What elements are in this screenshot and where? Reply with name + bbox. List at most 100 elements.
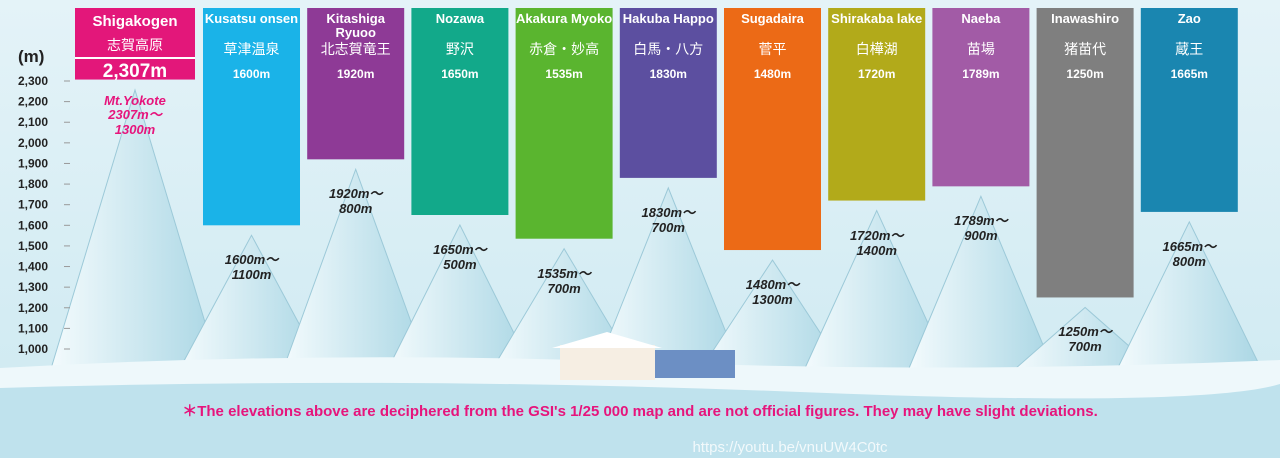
bar	[1036, 8, 1134, 298]
category-label: Nozawa	[435, 11, 485, 26]
category-label: Inawashiro	[1051, 11, 1120, 26]
range-line: 1650m～	[433, 242, 487, 257]
bar-stripe	[75, 57, 195, 59]
y-tick-label: 2,000	[18, 136, 48, 150]
range-label: 1250m～ 700m	[1027, 325, 1144, 355]
range-label: 1920m～ 800m	[297, 186, 414, 217]
category-label: Shigakogen	[92, 13, 178, 30]
category-label-ja: 赤倉・妙高	[529, 41, 600, 57]
bar	[515, 8, 613, 239]
range-line: 1480m～	[745, 277, 800, 293]
category-label: Shirakaba lake	[831, 11, 923, 26]
value-label: 1789m	[962, 67, 1000, 81]
bar	[932, 8, 1030, 187]
category-label-ja: 北志賀竜王	[320, 41, 391, 57]
category-label-ja: 蔵王	[1175, 41, 1204, 57]
category-label-ja: 草津温泉	[223, 41, 280, 57]
y-tick-label: 1,200	[18, 301, 48, 315]
category-label: Kitashiga Ryuoo	[326, 11, 385, 40]
y-tick-label: 1,500	[18, 239, 48, 253]
range-label: Mt.Yokote 2307m～ 1300m	[65, 92, 205, 139]
y-tick-label: 1,400	[18, 260, 48, 274]
value-label: 1830m	[649, 67, 687, 81]
range-line: 700m	[651, 219, 685, 235]
house-roof	[552, 332, 662, 348]
category-label: Naeba	[961, 11, 1001, 26]
watermark: https://youtu.be/vnuUW4C0tc	[692, 439, 888, 456]
range-line: 900m	[964, 228, 998, 244]
range-label: 1789m～ 900m	[922, 213, 1039, 244]
range-line: 1300m	[114, 122, 156, 138]
house	[560, 345, 655, 380]
y-tick-label: 1,900	[18, 156, 48, 170]
bar	[203, 8, 300, 226]
range-label: 1480m～ 1300m	[714, 277, 831, 308]
range-line: 1920m～	[328, 186, 383, 202]
range-line: 1720m～	[849, 227, 904, 243]
bar	[828, 8, 926, 201]
y-tick-label: 1,300	[18, 280, 48, 294]
range-line: 800m	[1172, 253, 1206, 269]
range-label: 1720m～ 1400m	[818, 227, 935, 259]
range-line: 500m	[443, 256, 477, 272]
y-tick-label: 1,600	[18, 218, 48, 232]
range-label: 1600m～ 1100m	[193, 252, 310, 283]
range-line: 1100m	[231, 267, 272, 283]
category-label: Sugadaira	[741, 11, 804, 26]
value-label: 1600m	[232, 67, 271, 81]
y-tick-label: 2,300	[18, 74, 48, 88]
category-label-ja: 志賀高原	[107, 37, 163, 53]
category-label: Kusatsu onsen	[204, 11, 299, 26]
range-label: 1535m～ 700m	[506, 265, 623, 297]
range-line: 1400m	[856, 242, 897, 258]
category-label-ja: 菅平	[758, 41, 787, 57]
category-label-ja: 猪苗代	[1064, 41, 1107, 57]
y-tick-label: 2,100	[18, 115, 48, 129]
range-line: 1600m～	[224, 252, 279, 268]
range-line: 700m	[547, 280, 581, 296]
range-line: 1789m～	[954, 213, 1008, 229]
bar	[411, 8, 509, 215]
category-label: Hakuba Happo	[622, 11, 714, 26]
range-line: 700m	[1068, 339, 1102, 355]
range-label: 1830m～ 700m	[610, 204, 727, 236]
value-label: 1480m	[753, 67, 792, 81]
range-line: Mt.Yokote	[104, 92, 166, 108]
bar	[1140, 8, 1238, 212]
house-annex	[655, 350, 735, 378]
category-label: Zao	[1177, 11, 1201, 26]
y-tick-label: 2,200	[18, 95, 48, 109]
value-label: 1920m	[337, 67, 375, 81]
category-label-ja: 野沢	[445, 41, 474, 57]
value-label: 1650m	[441, 67, 479, 81]
category-label-ja: 苗場	[966, 41, 995, 57]
category-label-ja: 白馬・八方	[633, 41, 704, 57]
range-line: 1535m～	[537, 265, 591, 281]
bar	[619, 8, 717, 178]
y-axis-label: (m)	[18, 47, 44, 66]
range-line: 1830m～	[641, 204, 696, 220]
range-line: 2307m～	[108, 107, 162, 123]
range-line: 800m	[339, 201, 373, 217]
range-line: 1300m	[752, 291, 793, 307]
value-label: 2,307m	[102, 61, 168, 82]
range-label: 1665m～ 800m	[1131, 238, 1248, 270]
y-tick-label: 1,800	[18, 177, 48, 191]
footnote: ＊The elevations above are deciphered fro…	[182, 403, 1098, 420]
value-label: 1535m	[545, 67, 583, 81]
range-line: 1250m～	[1058, 324, 1112, 340]
value-label: 1250m	[1066, 67, 1104, 81]
bar	[75, 8, 195, 80]
y-tick-label: 1,000	[18, 342, 48, 356]
y-tick-label: 1,100	[18, 321, 48, 335]
value-label: 1720m	[858, 67, 896, 81]
y-tick-label: 1,700	[18, 198, 48, 212]
range-label: 1650m～ 500m	[401, 242, 518, 273]
bar	[307, 8, 405, 160]
value-label: 1665m	[1170, 67, 1208, 81]
snow-ground-shade	[0, 382, 1280, 458]
category-label-ja: 白樺湖	[855, 41, 898, 57]
range-line: 1665m～	[1162, 238, 1217, 254]
